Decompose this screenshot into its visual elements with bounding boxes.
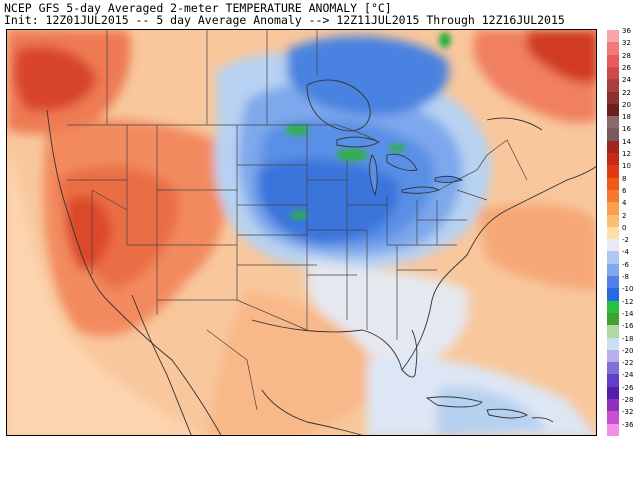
colorbar-cell xyxy=(607,128,619,142)
colorbar-label: 2 xyxy=(622,211,627,220)
political-borders xyxy=(67,30,528,411)
colorbar-cell xyxy=(607,325,619,339)
colorbar-cell xyxy=(607,374,619,388)
colorbar-cell xyxy=(607,116,619,129)
colorbar-cell xyxy=(607,30,619,43)
colorbar-label: 20 xyxy=(622,100,631,109)
colorbar-cell xyxy=(607,276,619,289)
colorbar-label: -32 xyxy=(622,408,634,417)
colorbar xyxy=(607,30,619,437)
coastlines xyxy=(46,79,596,435)
colorbar-label: -22 xyxy=(622,359,634,368)
colorbar-cell xyxy=(607,177,619,191)
colorbar-cell xyxy=(607,251,619,265)
colorbar-cell xyxy=(607,103,619,117)
colorbar-label: 28 xyxy=(622,51,631,60)
colorbar-cell xyxy=(607,386,619,400)
colorbar-cell xyxy=(607,239,619,252)
colorbar-label: 6 xyxy=(622,186,627,195)
colorbar-cell xyxy=(607,214,619,228)
colorbar-label: 8 xyxy=(622,174,627,183)
colorbar-label: 36 xyxy=(622,27,631,35)
colorbar-cell xyxy=(607,349,619,363)
colorbar-cell xyxy=(607,288,619,302)
colorbar-label: 14 xyxy=(622,137,631,146)
colorbar-label: -16 xyxy=(622,322,634,331)
colorbar-cell xyxy=(607,66,619,80)
colorbar-cell xyxy=(607,54,619,68)
colorbar-label: -6 xyxy=(622,260,629,269)
colorbar-cell xyxy=(607,79,619,92)
colorbar-label: -20 xyxy=(622,346,634,355)
chart-subtitle: Init: 12Z01JUL2015 -- 5 day Average Anom… xyxy=(4,13,565,27)
temperature-anomaly-map xyxy=(6,29,597,436)
colorbar-label: -26 xyxy=(622,383,634,392)
colorbar-label: -12 xyxy=(622,297,634,306)
colorbar-cell xyxy=(607,226,619,240)
colorbar-label: -4 xyxy=(622,248,629,257)
colorbar-label: 4 xyxy=(622,199,627,208)
colorbar-label: -10 xyxy=(622,285,634,294)
colorbar-label: 26 xyxy=(622,63,631,72)
colorbar-cell xyxy=(607,153,619,166)
colorbar-label: 18 xyxy=(622,113,631,122)
colorbar-label: 22 xyxy=(622,88,631,97)
colorbar-cell xyxy=(607,337,619,351)
extreme-cold-patches xyxy=(285,32,451,219)
colorbar-cell xyxy=(607,312,619,326)
colorbar-label: -14 xyxy=(622,309,634,318)
colorbar-cell xyxy=(607,140,619,154)
colorbar-label: 24 xyxy=(622,76,631,85)
colorbar-label: -8 xyxy=(622,273,629,282)
colorbar-label: 16 xyxy=(622,125,631,134)
colorbar-cell xyxy=(607,399,619,412)
colorbar-cell xyxy=(607,362,619,375)
colorbar-label: -24 xyxy=(622,371,634,380)
colorbar-label: 32 xyxy=(622,39,631,48)
colorbar-label: -28 xyxy=(622,396,634,405)
colorbar-cell xyxy=(607,411,619,425)
colorbar-cell xyxy=(607,263,619,277)
colorbar-label: -18 xyxy=(622,334,634,343)
great-lakes xyxy=(336,136,464,197)
colorbar-label: 0 xyxy=(622,223,627,232)
colorbar-label: 12 xyxy=(622,150,631,159)
colorbar-cell xyxy=(607,42,619,56)
colorbar-label: -36 xyxy=(622,420,634,429)
colorbar-label: 10 xyxy=(622,162,631,171)
colorbar-cell xyxy=(607,300,619,314)
colorbar-cell xyxy=(607,91,619,105)
colorbar-cell xyxy=(607,165,619,179)
colorbar-cell xyxy=(607,189,619,203)
colorbar-cell xyxy=(607,423,619,437)
chart-title: NCEP GFS 5-day Averaged 2-meter TEMPERAT… xyxy=(4,1,392,15)
colorbar-label: -2 xyxy=(622,236,629,245)
colorbar-cell xyxy=(607,202,619,216)
